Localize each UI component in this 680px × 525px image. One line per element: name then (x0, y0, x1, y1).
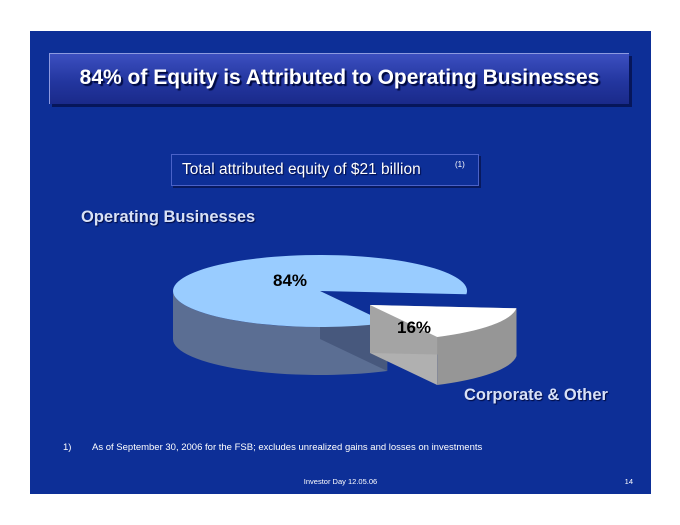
page-number: 14 (624, 477, 633, 486)
subtitle-footnote-ref: (1) (455, 160, 465, 169)
operating-top-slice (173, 254, 468, 327)
legend-label-corporate: Corporate & Other (464, 386, 608, 404)
title-bar: 84% of Equity is Attributed to Operating… (49, 53, 629, 104)
footnote-number: 1) (63, 442, 72, 453)
legend-label-operating: Operating Businesses (81, 208, 256, 226)
subtitle: Total attributed equity of $21 billion (182, 161, 421, 178)
subtitle-box: Total attributed equity of $21 billion (… (171, 154, 479, 186)
pie-chart: 84% 16% (173, 254, 517, 385)
slide-title: 84% of Equity is Attributed to Operating… (79, 66, 600, 89)
corporate-top-slice (370, 305, 517, 337)
data-label-operating: 84% (273, 271, 307, 290)
slide: 84% of Equity is Attributed to Operating… (30, 31, 651, 494)
footnote-text: As of September 30, 2006 for the FSB; ex… (92, 442, 483, 453)
data-label-corporate: 16% (397, 318, 431, 337)
corporate-side-wall (437, 308, 517, 385)
footer-text: Investor Day 12.05.06 (303, 477, 378, 486)
operating-side-wall (173, 291, 388, 375)
